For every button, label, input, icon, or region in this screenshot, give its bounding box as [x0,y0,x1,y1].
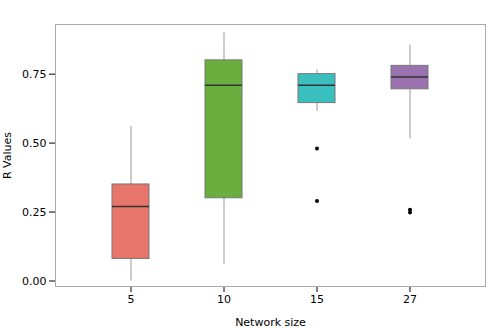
svg-text:0.00: 0.00 [22,275,47,288]
svg-text:10: 10 [217,293,231,306]
svg-text:5: 5 [128,293,135,306]
svg-text:15: 15 [310,293,324,306]
svg-text:0.25: 0.25 [22,206,47,219]
svg-text:0.50: 0.50 [22,137,47,150]
svg-text:27: 27 [403,293,417,306]
svg-text:0.75: 0.75 [22,68,47,81]
svg-text:R Values: R Values [1,132,14,179]
svg-text:Network size: Network size [235,316,306,328]
